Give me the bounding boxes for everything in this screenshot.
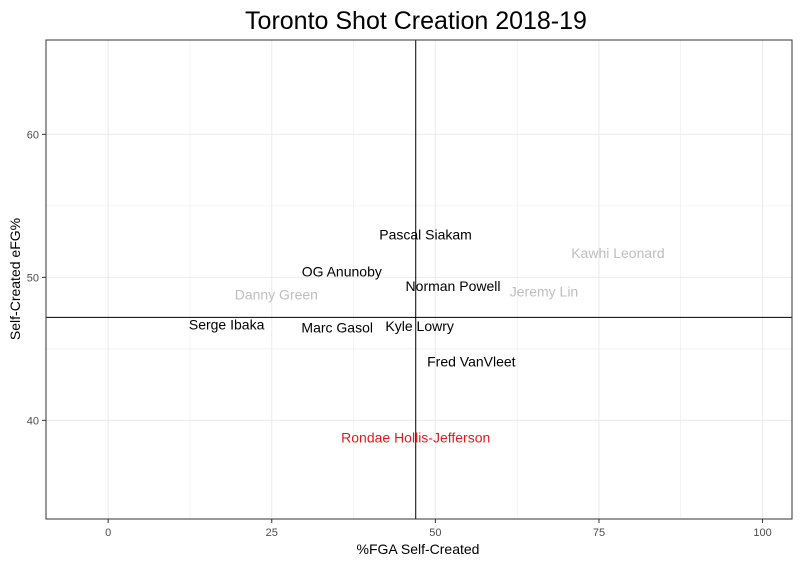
plot-panel-border	[45, 39, 793, 520]
player-label: Kyle Lowry	[385, 318, 453, 334]
x-tick-label: 25	[266, 527, 278, 539]
player-label: Jeremy Lin	[510, 284, 578, 300]
point-labels: Pascal Siakam Kawhi Leonard OG Anunoby Norm…	[189, 226, 665, 445]
player-label: Serge Ibaka	[189, 317, 265, 333]
player-label: Kawhi Leonard	[571, 245, 664, 261]
player-label: Danny Green	[235, 287, 318, 303]
chart-title: Toronto Shot Creation 2018-19	[245, 7, 587, 35]
x-tick-label: 0	[105, 527, 111, 539]
reference-lines	[46, 40, 792, 519]
player-label: Norman Powell	[406, 278, 501, 294]
x-axis-title: %FGA Self-Created	[357, 541, 480, 557]
player-label: Marc Gasol	[301, 319, 373, 335]
y-tick-label: 50	[27, 272, 39, 284]
y-axis-title: Self-Created eFG%	[7, 218, 23, 340]
y-tick-label: 60	[27, 129, 39, 141]
x-tick-label: 100	[753, 527, 771, 539]
y-tick-label: 40	[27, 415, 39, 427]
player-label: OG Anunoby	[302, 264, 382, 280]
x-tick-label: 75	[593, 527, 605, 539]
x-tick-label: 50	[429, 527, 441, 539]
player-label: Rondae Hollis-Jefferson	[341, 429, 490, 445]
player-label: Pascal Siakam	[379, 226, 472, 242]
grid-lines	[46, 40, 792, 519]
player-label: Fred VanVleet	[427, 354, 516, 370]
axis-ticks: 0 25 50 75 100 40 50 60	[27, 129, 772, 539]
